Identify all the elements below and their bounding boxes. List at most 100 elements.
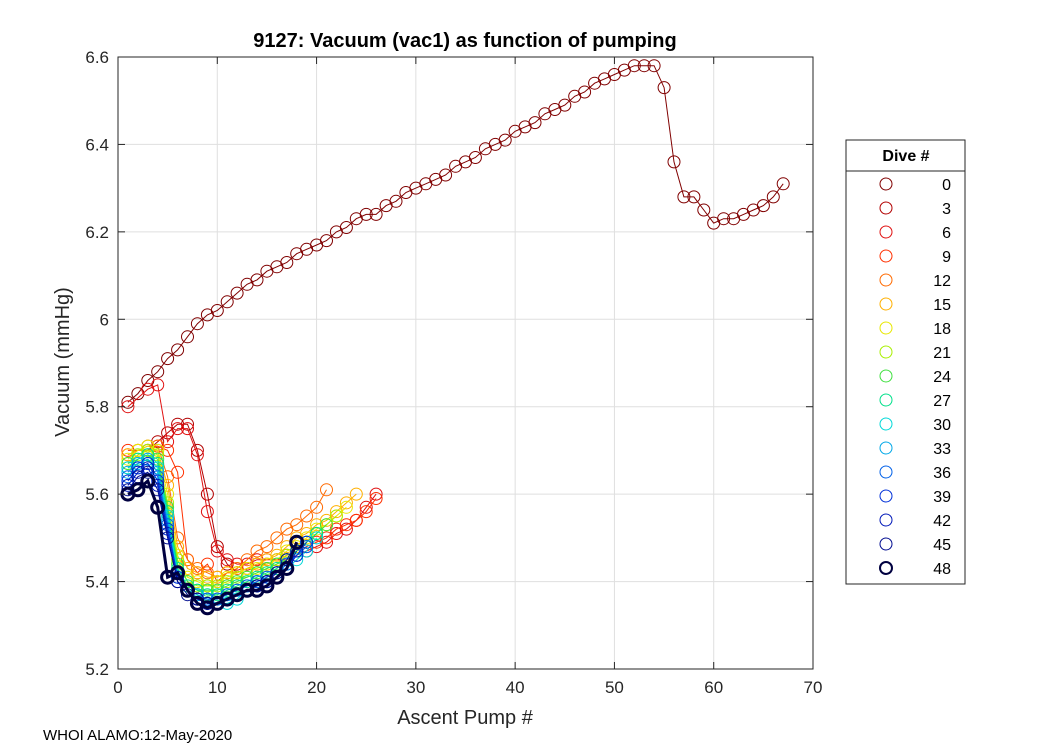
- data-point: [150, 499, 166, 515]
- data-point: [190, 317, 204, 331]
- legend-label: 30: [933, 417, 951, 434]
- legend-entry-dive-15: 15: [879, 297, 951, 314]
- legend-label: 39: [933, 489, 951, 506]
- series-layer: [120, 59, 790, 616]
- legend-entry-dive-0: 0: [879, 177, 951, 194]
- x-tick-label: 70: [804, 678, 823, 697]
- legend-marker: [879, 177, 893, 191]
- data-point: [339, 221, 353, 234]
- data-point: [180, 582, 195, 598]
- data-point: [141, 457, 155, 470]
- data-point: [369, 492, 383, 505]
- legend-marker: [879, 369, 893, 383]
- data-point: [637, 59, 651, 73]
- data-point: [141, 448, 155, 462]
- x-tick-label: 0: [113, 678, 122, 697]
- data-point: [369, 487, 383, 501]
- chart-title: 9127: Vacuum (vac1) as function of pumpi…: [253, 30, 676, 52]
- data-point: [200, 487, 214, 501]
- data-point: [339, 522, 353, 536]
- legend-label: 24: [933, 369, 951, 386]
- plot-area: [118, 57, 813, 669]
- data-point: [279, 561, 295, 576]
- data-point: [667, 155, 681, 169]
- data-point: [320, 483, 333, 497]
- legend-entry-dive-24: 24: [879, 369, 951, 386]
- x-tick-label: 60: [704, 678, 723, 697]
- data-point: [498, 133, 512, 147]
- data-point: [141, 452, 155, 466]
- data-point: [756, 199, 770, 213]
- data-point: [349, 487, 363, 501]
- data-point: [181, 330, 194, 344]
- data-point: [687, 190, 701, 204]
- data-point: [468, 151, 482, 164]
- data-point: [320, 518, 333, 532]
- y-tick-label: 6.4: [85, 135, 109, 154]
- legend-marker: [879, 393, 893, 407]
- legend-label: 12: [933, 273, 951, 290]
- data-point: [369, 207, 383, 221]
- legend-entry-dive-27: 27: [879, 393, 951, 410]
- data-point: [558, 98, 572, 112]
- data-point: [151, 378, 165, 392]
- series-line: [127, 65, 784, 403]
- legend-marker: [879, 561, 893, 575]
- x-tick-label: 50: [605, 678, 624, 697]
- legend-title: Dive #: [882, 148, 929, 165]
- data-point: [220, 295, 234, 309]
- data-point: [300, 535, 314, 549]
- data-point: [141, 465, 155, 479]
- y-tick-label: 6: [100, 310, 109, 329]
- data-point: [260, 540, 274, 554]
- legend-label: 21: [933, 345, 951, 362]
- legend-marker: [879, 201, 893, 215]
- y-tick-label: 6.6: [85, 48, 109, 67]
- legend-marker: [879, 417, 893, 431]
- legend-label: 3: [942, 201, 951, 218]
- data-point: [339, 500, 353, 514]
- legend-entry-dive-3: 3: [879, 201, 951, 218]
- data-point: [210, 544, 224, 558]
- legend-entry-dive-48: 48: [879, 561, 951, 578]
- data-point: [280, 256, 294, 269]
- data-point: [140, 473, 156, 489]
- y-tick-label: 5.2: [85, 660, 109, 679]
- data-point: [290, 518, 304, 532]
- data-point: [766, 190, 780, 204]
- tick-labels: 0 10 20 30 40 50 60 70 5.2 5.4 5.6 5.8 6 6.2 6.4 6.6: [85, 48, 822, 697]
- legend-marker: [879, 513, 893, 527]
- data-point: [210, 304, 224, 317]
- data-point: [359, 207, 373, 221]
- y-tick-label: 6.2: [85, 223, 109, 242]
- legend-label: 6: [942, 225, 951, 242]
- data-point: [170, 565, 186, 581]
- data-point: [190, 448, 204, 462]
- x-tick-label: 40: [506, 678, 525, 697]
- plot-background: [118, 57, 813, 669]
- y-tick-label: 5.4: [85, 573, 109, 592]
- data-point: [578, 85, 592, 99]
- data-point: [171, 422, 185, 436]
- data-point: [151, 365, 165, 379]
- data-point: [121, 395, 135, 409]
- axes-border: [117, 56, 814, 670]
- data-point: [647, 59, 661, 73]
- x-tick-label: 20: [307, 678, 326, 697]
- data-point: [359, 500, 373, 514]
- data-point: [339, 496, 353, 510]
- data-point: [259, 578, 275, 594]
- legend-marker: [879, 537, 893, 551]
- legend-entry-dive-33: 33: [879, 441, 951, 458]
- y-axis-label: Vacuum (mmHg): [52, 287, 74, 437]
- data-point: [439, 168, 453, 182]
- legend-label: 36: [933, 465, 951, 482]
- legend-label: 0: [942, 177, 951, 194]
- legend-entry-dive-18: 18: [879, 321, 951, 338]
- data-point: [776, 177, 790, 191]
- data-point: [389, 194, 403, 208]
- data-point: [270, 531, 284, 545]
- data-point: [320, 234, 333, 248]
